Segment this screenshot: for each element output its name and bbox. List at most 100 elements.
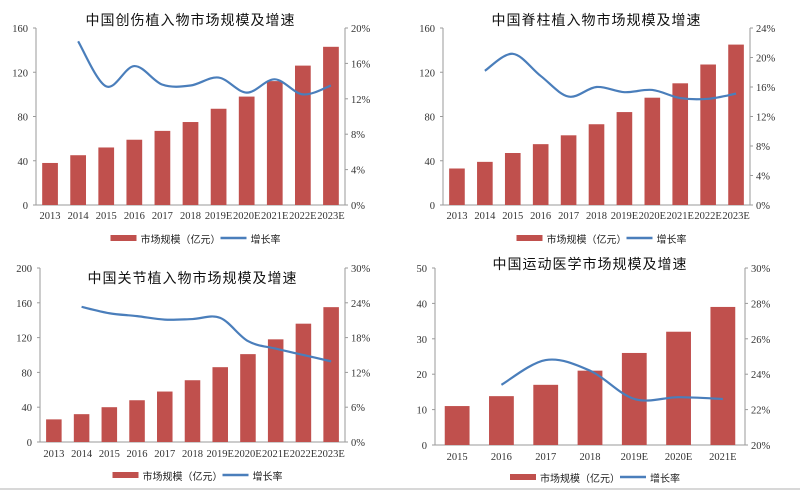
legend-bar-label: 市场规模（亿元） (143, 470, 223, 483)
bar-2023E (323, 307, 339, 442)
legend-bar-swatch (112, 472, 139, 478)
x-tick-label: 2023E (317, 449, 344, 460)
bar-2021E (267, 339, 284, 442)
bar-2019E (212, 367, 228, 442)
bar-2022E (294, 65, 311, 205)
right-tick-label: 20% (751, 441, 771, 452)
legend-bar-label: 市场规模（亿元） (547, 233, 627, 246)
x-tick-label: 2018 (182, 449, 203, 460)
chart-1: 0 40 80 120 160 0% 4% 8% 12% 16% 20% 2013 2014 2015 20… (12, 12, 370, 246)
legend-bar-swatch (516, 235, 543, 241)
bar-2018 (184, 380, 201, 442)
growth-rate-line (484, 52, 737, 101)
bar-2016 (126, 139, 143, 205)
chart-title: 中国关节植入物市场规模及增速 (88, 270, 298, 287)
left-tick-label: 160 (12, 24, 28, 35)
x-tick-label: 2017 (154, 449, 175, 460)
x-tick-label: 2020E (665, 452, 692, 463)
legend-line-label: 增长率 (251, 233, 281, 246)
left-tick-label: 80 (22, 368, 33, 379)
bar-2018 (588, 124, 605, 205)
left-tick-label: 120 (16, 334, 32, 345)
x-tick-label: 2021E (667, 211, 694, 222)
x-tick-label: 2022E (694, 211, 721, 222)
right-tick-label: 4% (351, 166, 365, 177)
x-tick-label: 2021E (709, 452, 736, 463)
bar-2013 (449, 168, 465, 205)
x-tick-label: 2020E (233, 211, 260, 222)
right-tick-label: 24% (751, 370, 771, 381)
x-tick-label: 2016 (491, 452, 512, 463)
bar-2021E (672, 83, 689, 205)
bar-2015 (504, 153, 521, 205)
x-tick-label: 2017 (152, 211, 173, 222)
right-tick-label: 28% (751, 299, 771, 310)
x-tick-label: 2019E (621, 452, 648, 463)
bar-2021E (266, 81, 283, 205)
right-tick-label: 24% (756, 24, 776, 35)
bar-2017 (154, 130, 171, 205)
x-tick-label: 2017 (558, 211, 579, 222)
left-tick-label: 40 (425, 157, 436, 168)
x-tick-label: 2014 (68, 211, 90, 222)
bar-2014 (70, 155, 87, 205)
right-tick-label: 12% (756, 113, 776, 124)
right-tick-label: 12% (351, 368, 371, 379)
right-tick-label: 8% (756, 142, 770, 153)
growth-rate-line (81, 305, 332, 363)
right-tick-label: 0% (756, 201, 770, 212)
legend-line-label: 增长率 (657, 233, 687, 246)
x-tick-label: 2020E (639, 211, 666, 222)
x-tick-label: 2019E (611, 211, 638, 222)
bar-2023E (728, 44, 744, 205)
x-tick-label: 2013 (446, 211, 467, 222)
bar-2015 (444, 406, 470, 445)
left-tick-label: 160 (419, 24, 435, 35)
right-tick-label: 8% (351, 130, 365, 141)
chart-title: 中国运动医学市场规模及增速 (493, 256, 688, 273)
chart-title: 中国脊柱植入物市场规模及增速 (492, 12, 702, 29)
bar-2020E (238, 96, 255, 205)
x-tick-label: 2013 (43, 449, 64, 460)
right-tick-label: 30% (751, 264, 771, 275)
x-tick-label: 2022E (289, 211, 316, 222)
right-tick-label: 4% (756, 172, 770, 183)
x-tick-label: 2019E (205, 211, 232, 222)
left-tick-label: 200 (16, 264, 32, 275)
x-tick-label: 2017 (535, 452, 556, 463)
x-tick-label: 2014 (71, 449, 93, 460)
bar-2022E (700, 64, 716, 205)
right-tick-label: 16% (351, 59, 371, 70)
x-tick-label: 2014 (474, 211, 496, 222)
bar-2018 (182, 122, 199, 205)
bar-2016 (129, 400, 145, 442)
left-tick-label: 0 (430, 201, 435, 212)
x-tick-label: 2023E (722, 211, 749, 222)
bar-2020E (240, 354, 256, 442)
left-tick-label: 40 (18, 157, 29, 168)
left-tick-label: 50 (417, 264, 428, 275)
x-tick-label: 2015 (502, 211, 523, 222)
left-tick-label: 20 (417, 370, 428, 381)
chart-title: 中国创伤植入物市场规模及增速 (86, 12, 296, 29)
growth-rate-line (77, 40, 332, 96)
bar-2013 (42, 162, 58, 205)
left-tick-label: 0 (27, 438, 32, 449)
bar-2017 (533, 384, 559, 445)
x-tick-label: 2013 (40, 211, 61, 222)
right-tick-label: 0% (351, 438, 365, 449)
bar-2019E (616, 112, 633, 205)
right-tick-label: 26% (751, 335, 771, 346)
bar-2015 (101, 407, 118, 442)
bar-2022E (295, 323, 312, 442)
growth-rate-line (500, 358, 723, 402)
x-tick-label: 2021E (261, 211, 288, 222)
bar-2016 (489, 396, 514, 445)
left-tick-label: 80 (425, 113, 436, 124)
bar-2017 (560, 135, 577, 205)
left-tick-label: 120 (419, 68, 435, 79)
right-tick-label: 30% (351, 264, 371, 275)
x-tick-label: 2023E (317, 211, 344, 222)
legend-bar-label: 市场规模（亿元） (540, 472, 620, 485)
